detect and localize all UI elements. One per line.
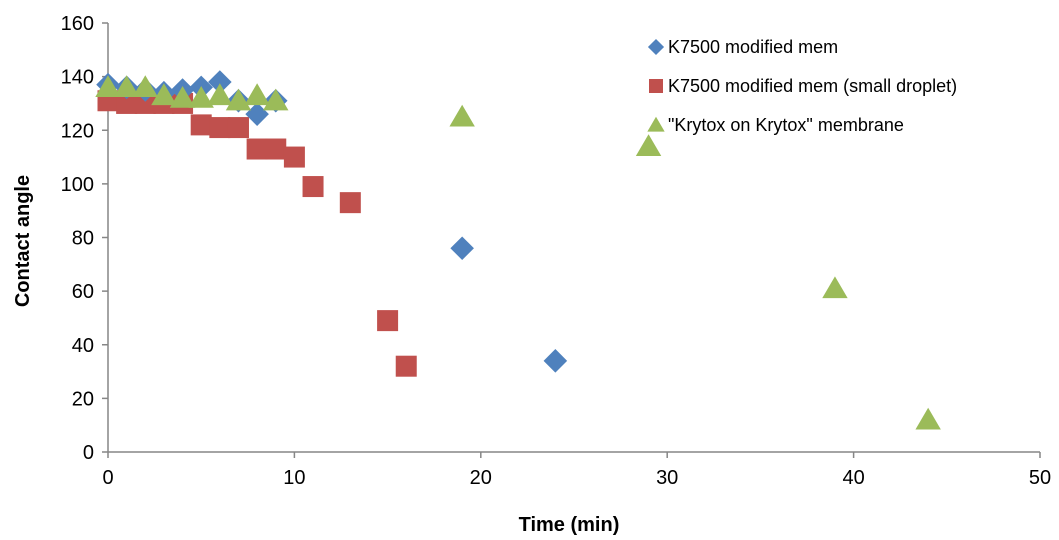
data-point-square [190,114,212,136]
data-point-triangle [635,134,662,157]
series-triangle [95,75,941,430]
x-tick-label: 30 [656,467,678,489]
data-point-square [283,146,305,168]
y-tick-label: 20 [72,388,94,410]
data-point-square [302,176,324,198]
y-tick-label: 60 [72,281,94,303]
data-point-square [209,117,231,139]
tick-labels: 0 20 40 60 80 100 120 140 160 0 10 20 30 40 50 [61,13,1052,489]
y-tick-label: 100 [61,174,94,196]
y-tick-label: 160 [61,13,94,35]
data-point-square [265,138,287,160]
data-point-triangle [915,407,941,430]
legend: K7500 modified mem K7500 modified mem (sm… [647,37,957,135]
data-point-square [377,310,399,332]
y-axis-title: Contact angle [12,175,34,307]
legend-marker-square [649,79,663,93]
data-point-square [339,192,361,214]
x-axis-title: Time (min) [519,514,620,536]
x-tick-label: 50 [1029,467,1051,489]
legend-label: K7500 modified mem [668,37,838,57]
data-point-triangle [263,88,289,111]
data-point-triangle [151,83,177,106]
data-point-triangle [244,83,270,106]
data-point-square [395,355,417,377]
data-point-triangle [95,75,121,98]
series-square [97,90,417,377]
x-tick-label: 0 [102,467,113,489]
data-point-triangle [113,75,140,98]
data-point-triangle [188,85,214,108]
data-point-triangle [822,276,848,299]
series-diamond [96,70,568,373]
data-point-triangle [169,85,196,108]
data-point-square [227,117,249,139]
data-point-diamond [543,349,568,373]
data-point-square [116,92,138,114]
legend-label: K7500 modified mem (small droplet) [668,76,957,96]
x-tick-label: 20 [470,467,492,489]
y-tick-label: 40 [72,335,94,357]
legend-marker-diamond [647,38,665,56]
data-point-diamond [245,102,269,126]
legend-marker-triangle [647,116,665,132]
y-tick-label: 140 [61,67,94,89]
data-point-square [246,138,268,160]
legend-label: "Krytox on Krytox" membrane [668,115,904,135]
data-points [95,70,941,430]
data-point-triangle [132,75,158,98]
y-tick-label: 0 [83,442,94,464]
data-point-diamond [450,236,474,261]
y-tick-label: 80 [72,228,94,250]
x-tick-label: 40 [842,467,864,489]
data-point-square [134,92,156,114]
data-point-diamond [208,70,232,94]
y-tick-label: 120 [61,120,94,142]
data-point-triangle [449,104,475,127]
data-point-triangle [207,83,233,106]
x-tick-label: 10 [283,467,305,489]
